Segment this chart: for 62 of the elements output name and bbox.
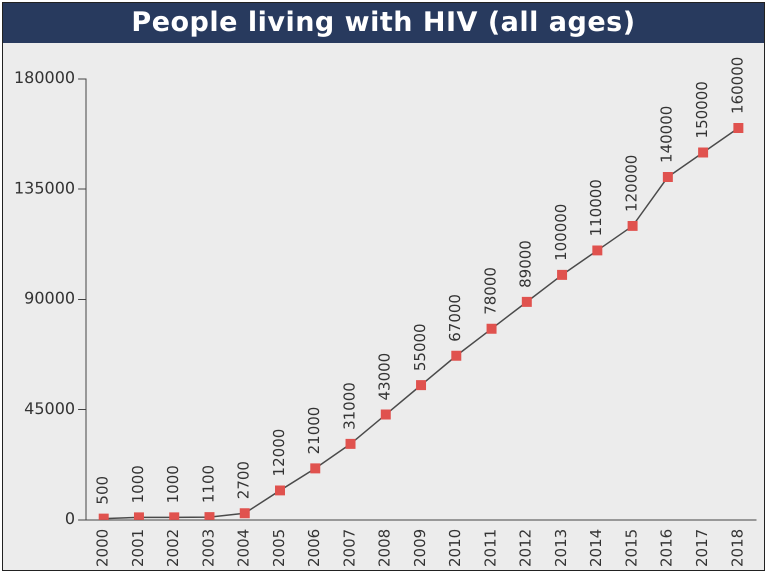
data-label: 21000 [305,406,324,454]
x-tick-label: 2007 [340,528,358,568]
data-label: 55000 [410,323,429,372]
point [698,147,708,158]
y-tick-label: 135000 [14,178,76,198]
data-label: 2700 [234,461,253,500]
x-tick-label: 2015 [622,528,640,568]
point [169,512,180,520]
point [662,172,673,182]
x-tick-label: 2006 [305,528,324,568]
x-tick-label: 2000 [94,528,112,568]
point [240,508,250,518]
data-label: 120000 [622,154,640,212]
x-tick-label: 2017 [693,528,711,568]
data-label: 110000 [587,179,606,236]
x-tick-label: 2005 [270,528,288,568]
data-label: 140000 [658,106,676,163]
data-label: 78000 [481,267,500,315]
x-tick-label: 2002 [164,528,182,568]
point [310,463,320,474]
x-tick-label: 2016 [658,528,676,568]
x-tick-label: 2014 [587,528,606,568]
data-label: 67000 [446,294,464,342]
point [380,410,391,420]
point [204,512,214,520]
x-tick-label: 2003 [199,528,218,568]
x-tick-label: 2012 [516,528,535,568]
point [628,220,638,231]
x-tick-label: 2018 [728,528,746,568]
point [416,380,426,390]
y-tick-label: 0 [64,508,76,528]
x-tick-label: 2008 [376,528,394,568]
point [134,512,144,520]
x-tick-label: 2013 [552,528,570,568]
data-label: 1000 [164,465,182,504]
data-label: 1000 [128,465,147,504]
data-label: 31000 [340,382,358,430]
x-tick-label: 2010 [446,528,464,568]
data-label: 100000 [552,204,570,261]
point [522,296,532,307]
data-label: 150000 [693,81,711,138]
y-tick-label: 45000 [24,398,76,418]
point [557,270,568,280]
point [592,245,602,256]
y-tick-label: 90000 [24,288,76,308]
point [451,350,462,361]
chart-title: People living with HIV (all ages) [3,3,764,43]
x-tick-label: 2009 [410,528,429,568]
data-label: 500 [94,476,112,505]
x-tick-label: 2001 [128,528,147,568]
data-label: 160000 [728,56,746,114]
point [275,485,285,496]
point [346,438,356,449]
point [733,122,744,133]
data-label: 12000 [270,428,288,476]
x-tick-label: 2011 [481,528,500,568]
data-label: 43000 [376,352,394,401]
data-label: 1100 [199,464,218,504]
y-tick-label: 180000 [14,68,76,88]
data-label: 89000 [516,240,535,288]
point [486,324,497,334]
x-tick-label: 2004 [234,528,253,568]
